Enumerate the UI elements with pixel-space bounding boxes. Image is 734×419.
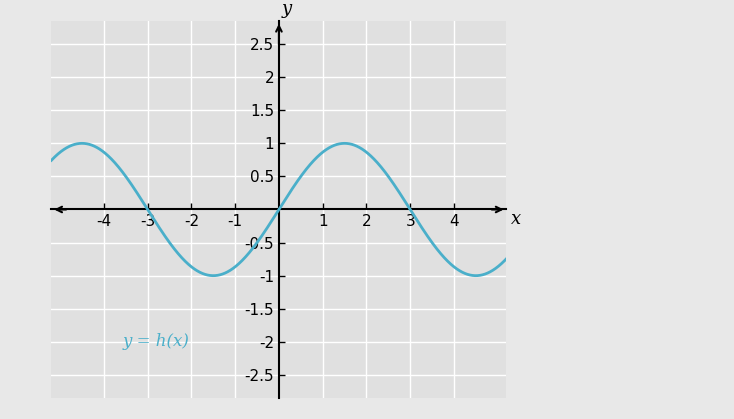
Text: x: x xyxy=(511,210,521,228)
Text: y = h(x): y = h(x) xyxy=(123,334,190,350)
Text: y: y xyxy=(282,0,292,18)
